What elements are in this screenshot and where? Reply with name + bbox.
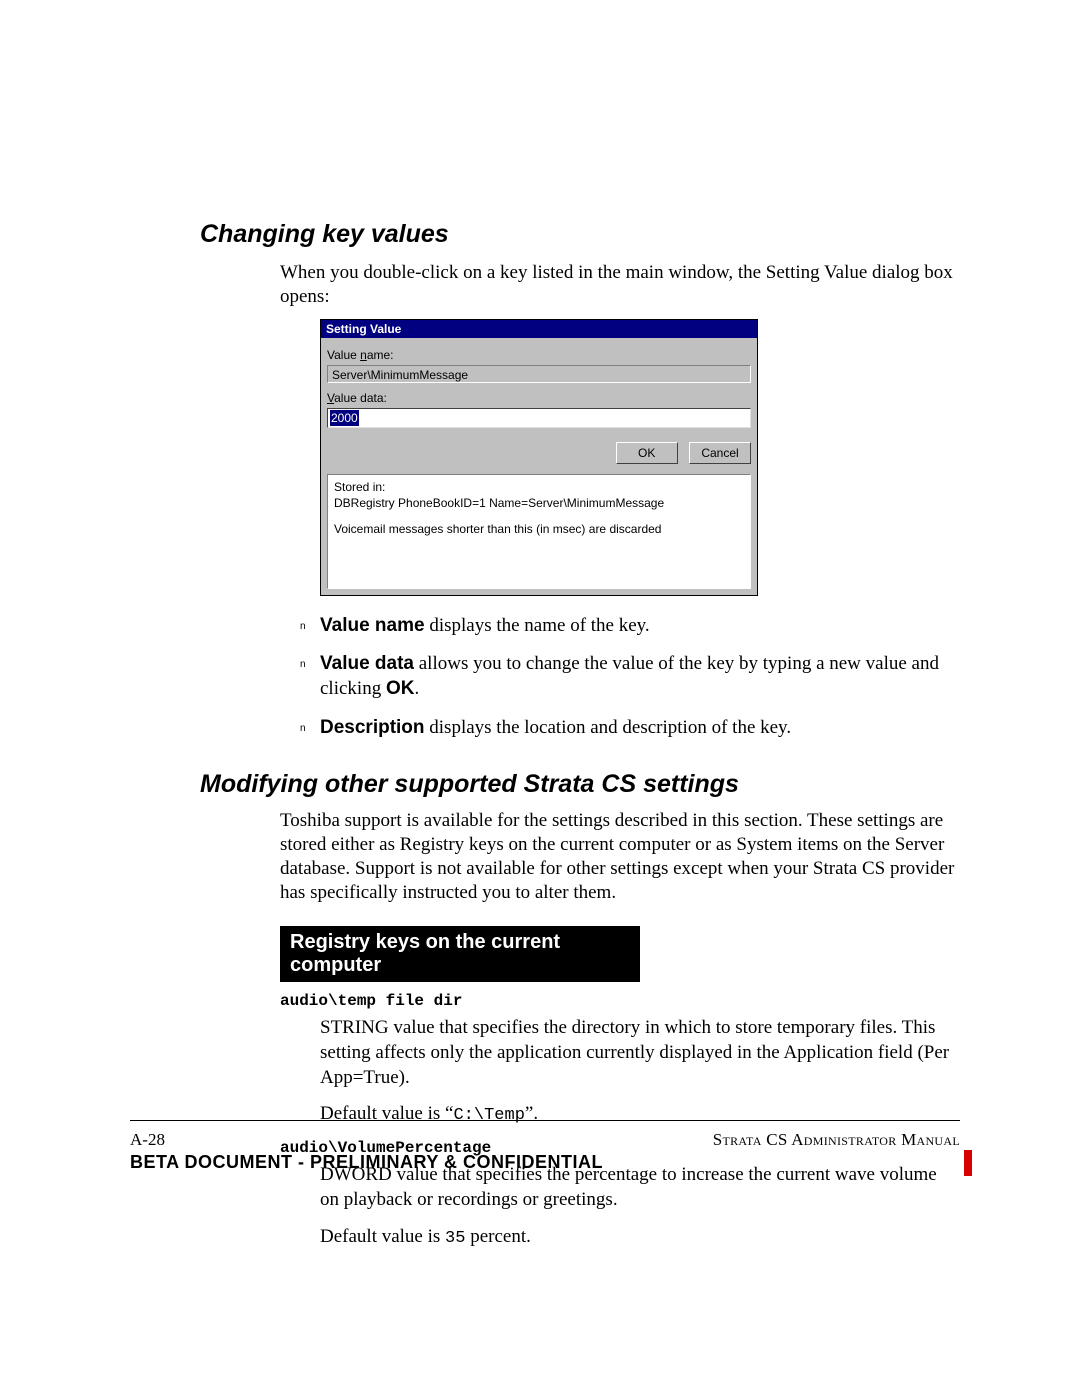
list-item: n Value name displays the name of the ke… xyxy=(300,614,960,639)
value-data-label-suffix: alue data: xyxy=(334,391,387,405)
bullet-ok-bold: OK xyxy=(386,678,415,699)
intro-text: When you double-click on a key listed in… xyxy=(280,261,960,309)
bullet-trailing: . xyxy=(414,678,419,699)
bullet-term: Description xyxy=(320,717,425,738)
dialog-button-row: OK Cancel xyxy=(327,442,751,464)
content-area: Changing key values When you double-clic… xyxy=(200,220,960,1262)
dialog-screenshot: Setting Value Value name: Server\Minimum… xyxy=(320,319,758,596)
value-data-selection: 2000 xyxy=(330,410,359,426)
dialog-body: Value name: Server\MinimumMessage Value … xyxy=(321,338,757,595)
bullet-text: Value data allows you to change the valu… xyxy=(320,652,960,701)
default-code: C:\Temp xyxy=(453,1106,524,1125)
bullet-rest: displays the name of the key. xyxy=(425,615,650,636)
para2-text: Toshiba support is available for the set… xyxy=(280,809,960,904)
registry-key-default: Default value is 35 percent. xyxy=(320,1225,960,1250)
heading-changing-key-values: Changing key values xyxy=(200,220,960,249)
value-name-mnemonic: n xyxy=(360,348,367,362)
para2-block: Toshiba support is available for the set… xyxy=(280,809,960,904)
value-name-label-prefix: Value xyxy=(327,348,360,362)
default-prefix: Default value is “ xyxy=(320,1103,453,1124)
ok-button[interactable]: OK xyxy=(616,442,678,464)
bullet-text: Value name displays the name of the key. xyxy=(320,614,960,639)
bullet-list: n Value name displays the name of the ke… xyxy=(300,614,960,741)
list-item: n Value data allows you to change the va… xyxy=(300,652,960,701)
bullet-mark: n xyxy=(300,614,320,633)
footer-rule xyxy=(130,1120,960,1121)
dialog-description: Voicemail messages shorter than this (in… xyxy=(334,521,744,537)
value-name-label: Value name: xyxy=(327,348,751,362)
setting-value-dialog: Setting Value Value name: Server\Minimum… xyxy=(320,319,758,596)
section-registry-keys: Registry keys on the current computer xyxy=(280,926,640,982)
value-name-field: Server\MinimumMessage xyxy=(327,365,751,383)
default-code: 35 xyxy=(445,1229,465,1248)
bullet-rest: displays the location and description of… xyxy=(425,717,792,738)
registry-key-desc: STRING value that specifies the director… xyxy=(320,1016,960,1090)
intro-block: When you double-click on a key listed in… xyxy=(280,261,960,309)
bullet-text: Description displays the location and de… xyxy=(320,716,960,741)
default-suffix: ”. xyxy=(525,1103,538,1124)
default-prefix: Default value is xyxy=(320,1226,445,1247)
stored-in-label: Stored in: xyxy=(334,479,744,495)
list-item: n Description displays the location and … xyxy=(300,716,960,741)
confidential-notice: BETA DOCUMENT - PRELIMINARY & CONFIDENTI… xyxy=(130,1152,603,1173)
change-bar-icon xyxy=(964,1150,972,1176)
registry-key-name: audio\temp file dir xyxy=(280,992,960,1010)
bullet-mark: n xyxy=(300,652,320,671)
stored-in-value: DBRegistry PhoneBookID=1 Name=Server\Min… xyxy=(334,495,744,511)
value-data-input[interactable]: 2000 xyxy=(327,408,751,428)
page-number: A-28 xyxy=(130,1130,165,1150)
default-suffix: percent. xyxy=(465,1226,530,1247)
registry-key-default: Default value is “C:\Temp”. xyxy=(320,1102,960,1127)
cancel-button[interactable]: Cancel xyxy=(689,442,751,464)
dialog-info-box: Stored in: DBRegistry PhoneBookID=1 Name… xyxy=(327,474,751,589)
dialog-titlebar: Setting Value xyxy=(321,320,757,338)
value-name-label-suffix: ame: xyxy=(367,348,394,362)
manual-title: Strata CS Administrator Manual xyxy=(713,1130,960,1150)
bullet-term: Value name xyxy=(320,615,425,636)
page: Changing key values When you double-clic… xyxy=(0,0,1080,1397)
heading-modifying-settings: Modifying other supported Strata CS sett… xyxy=(200,770,960,799)
bullet-mark: n xyxy=(300,716,320,735)
bullet-term: Value data xyxy=(320,653,414,674)
value-data-label: Value data: xyxy=(327,391,751,405)
